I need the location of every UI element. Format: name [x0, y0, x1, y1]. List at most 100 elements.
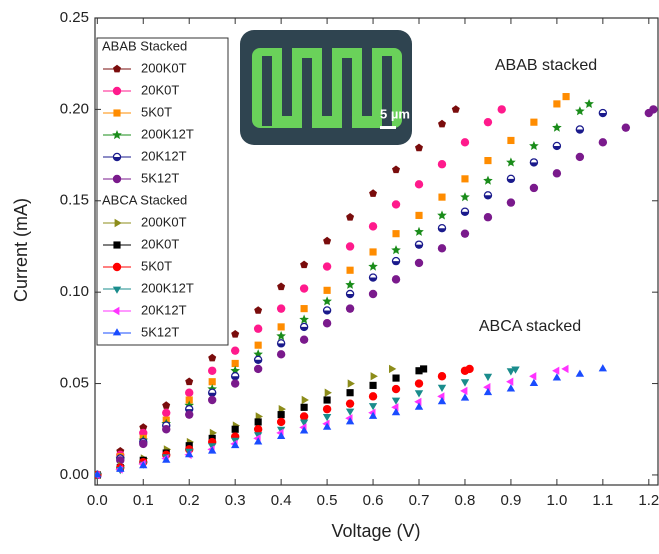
data-point	[562, 93, 570, 101]
data-point	[575, 106, 585, 116]
data-point	[461, 175, 469, 183]
data-point	[139, 461, 148, 469]
data-point	[389, 364, 397, 374]
data-point	[345, 304, 355, 313]
data-point	[392, 374, 400, 382]
data-point	[529, 372, 537, 381]
data-point	[391, 408, 401, 416]
legend-label: 5K12T	[141, 324, 179, 339]
y-tick-label: 0.25	[60, 9, 89, 26]
data-point	[346, 213, 355, 221]
data-point	[460, 393, 470, 401]
x-tick-label: 0.6	[363, 492, 384, 509]
data-point	[276, 331, 286, 341]
data-point	[346, 266, 354, 274]
data-point	[208, 378, 216, 386]
data-point	[437, 397, 447, 405]
data-point	[346, 389, 354, 397]
data-point	[414, 402, 424, 410]
data-point	[437, 384, 447, 392]
marker-highlight	[301, 323, 308, 327]
data-point	[369, 248, 377, 256]
data-point	[231, 425, 239, 433]
data-point	[231, 440, 240, 449]
legend-group-title: ABAB Stacked	[102, 38, 187, 53]
data-point	[391, 200, 401, 209]
data-point	[277, 323, 285, 331]
data-point	[345, 399, 355, 408]
x-tick-label: 0.5	[317, 492, 338, 509]
data-point	[369, 381, 377, 389]
data-point	[415, 367, 423, 375]
legend-marker	[112, 262, 122, 272]
marker-highlight	[324, 307, 331, 311]
marker-highlight	[416, 241, 422, 245]
data-point	[185, 388, 194, 397]
data-point	[345, 242, 355, 251]
plot-frame	[94, 17, 659, 486]
x-tick-label: 1.1	[592, 492, 613, 509]
data-point	[162, 455, 171, 463]
data-point	[529, 140, 539, 150]
data-point	[368, 403, 378, 411]
data-point	[483, 117, 493, 127]
x-axis-title: Voltage (V)	[331, 521, 420, 541]
y-tick-label: 0.05	[60, 375, 89, 392]
data-point	[347, 379, 355, 388]
data-point	[345, 417, 355, 425]
data-point	[437, 160, 447, 169]
legend-marker	[114, 218, 122, 228]
marker-highlight	[507, 175, 514, 179]
data-point	[185, 450, 194, 458]
data-point	[162, 408, 171, 418]
data-point	[254, 437, 263, 445]
marker-highlight	[209, 389, 216, 393]
marker-highlight	[530, 159, 537, 163]
data-point	[162, 401, 171, 409]
data-point	[484, 156, 492, 165]
data-point	[230, 365, 240, 375]
data-point	[437, 244, 447, 253]
legend-label: 200K12T	[141, 280, 194, 295]
data-point	[253, 324, 263, 333]
marker-highlight	[278, 340, 285, 344]
data-point	[506, 157, 516, 167]
data-point	[368, 222, 378, 231]
data-point	[437, 210, 447, 220]
data-point	[507, 136, 515, 145]
data-point	[649, 105, 658, 114]
legend-marker	[112, 174, 122, 184]
data-point	[437, 372, 447, 381]
data-point	[392, 165, 400, 174]
data-point	[414, 390, 424, 398]
data-point	[322, 296, 332, 306]
data-point	[254, 341, 262, 349]
data-point	[185, 396, 193, 404]
data-point	[276, 350, 286, 359]
y-tick-label: 0.15	[60, 192, 89, 209]
data-point	[231, 359, 239, 368]
marker-highlight	[255, 356, 262, 360]
marker-highlight	[485, 192, 491, 196]
data-point	[506, 198, 516, 207]
data-point	[322, 404, 332, 414]
data-point	[253, 364, 263, 374]
data-point	[253, 349, 263, 359]
data-point	[529, 378, 539, 386]
data-point	[451, 105, 460, 113]
data-point	[345, 408, 355, 416]
data-point	[391, 397, 401, 405]
data-point	[95, 470, 102, 478]
data-point	[391, 245, 401, 255]
legend-marker	[113, 64, 121, 73]
data-point	[552, 373, 562, 381]
data-point	[392, 230, 400, 238]
data-point	[276, 304, 286, 313]
data-point	[208, 446, 217, 454]
marker-highlight	[393, 258, 399, 262]
data-point	[254, 306, 263, 314]
legend-marker	[112, 130, 122, 140]
data-point	[345, 279, 355, 289]
x-tick-label: 0.8	[455, 492, 476, 509]
